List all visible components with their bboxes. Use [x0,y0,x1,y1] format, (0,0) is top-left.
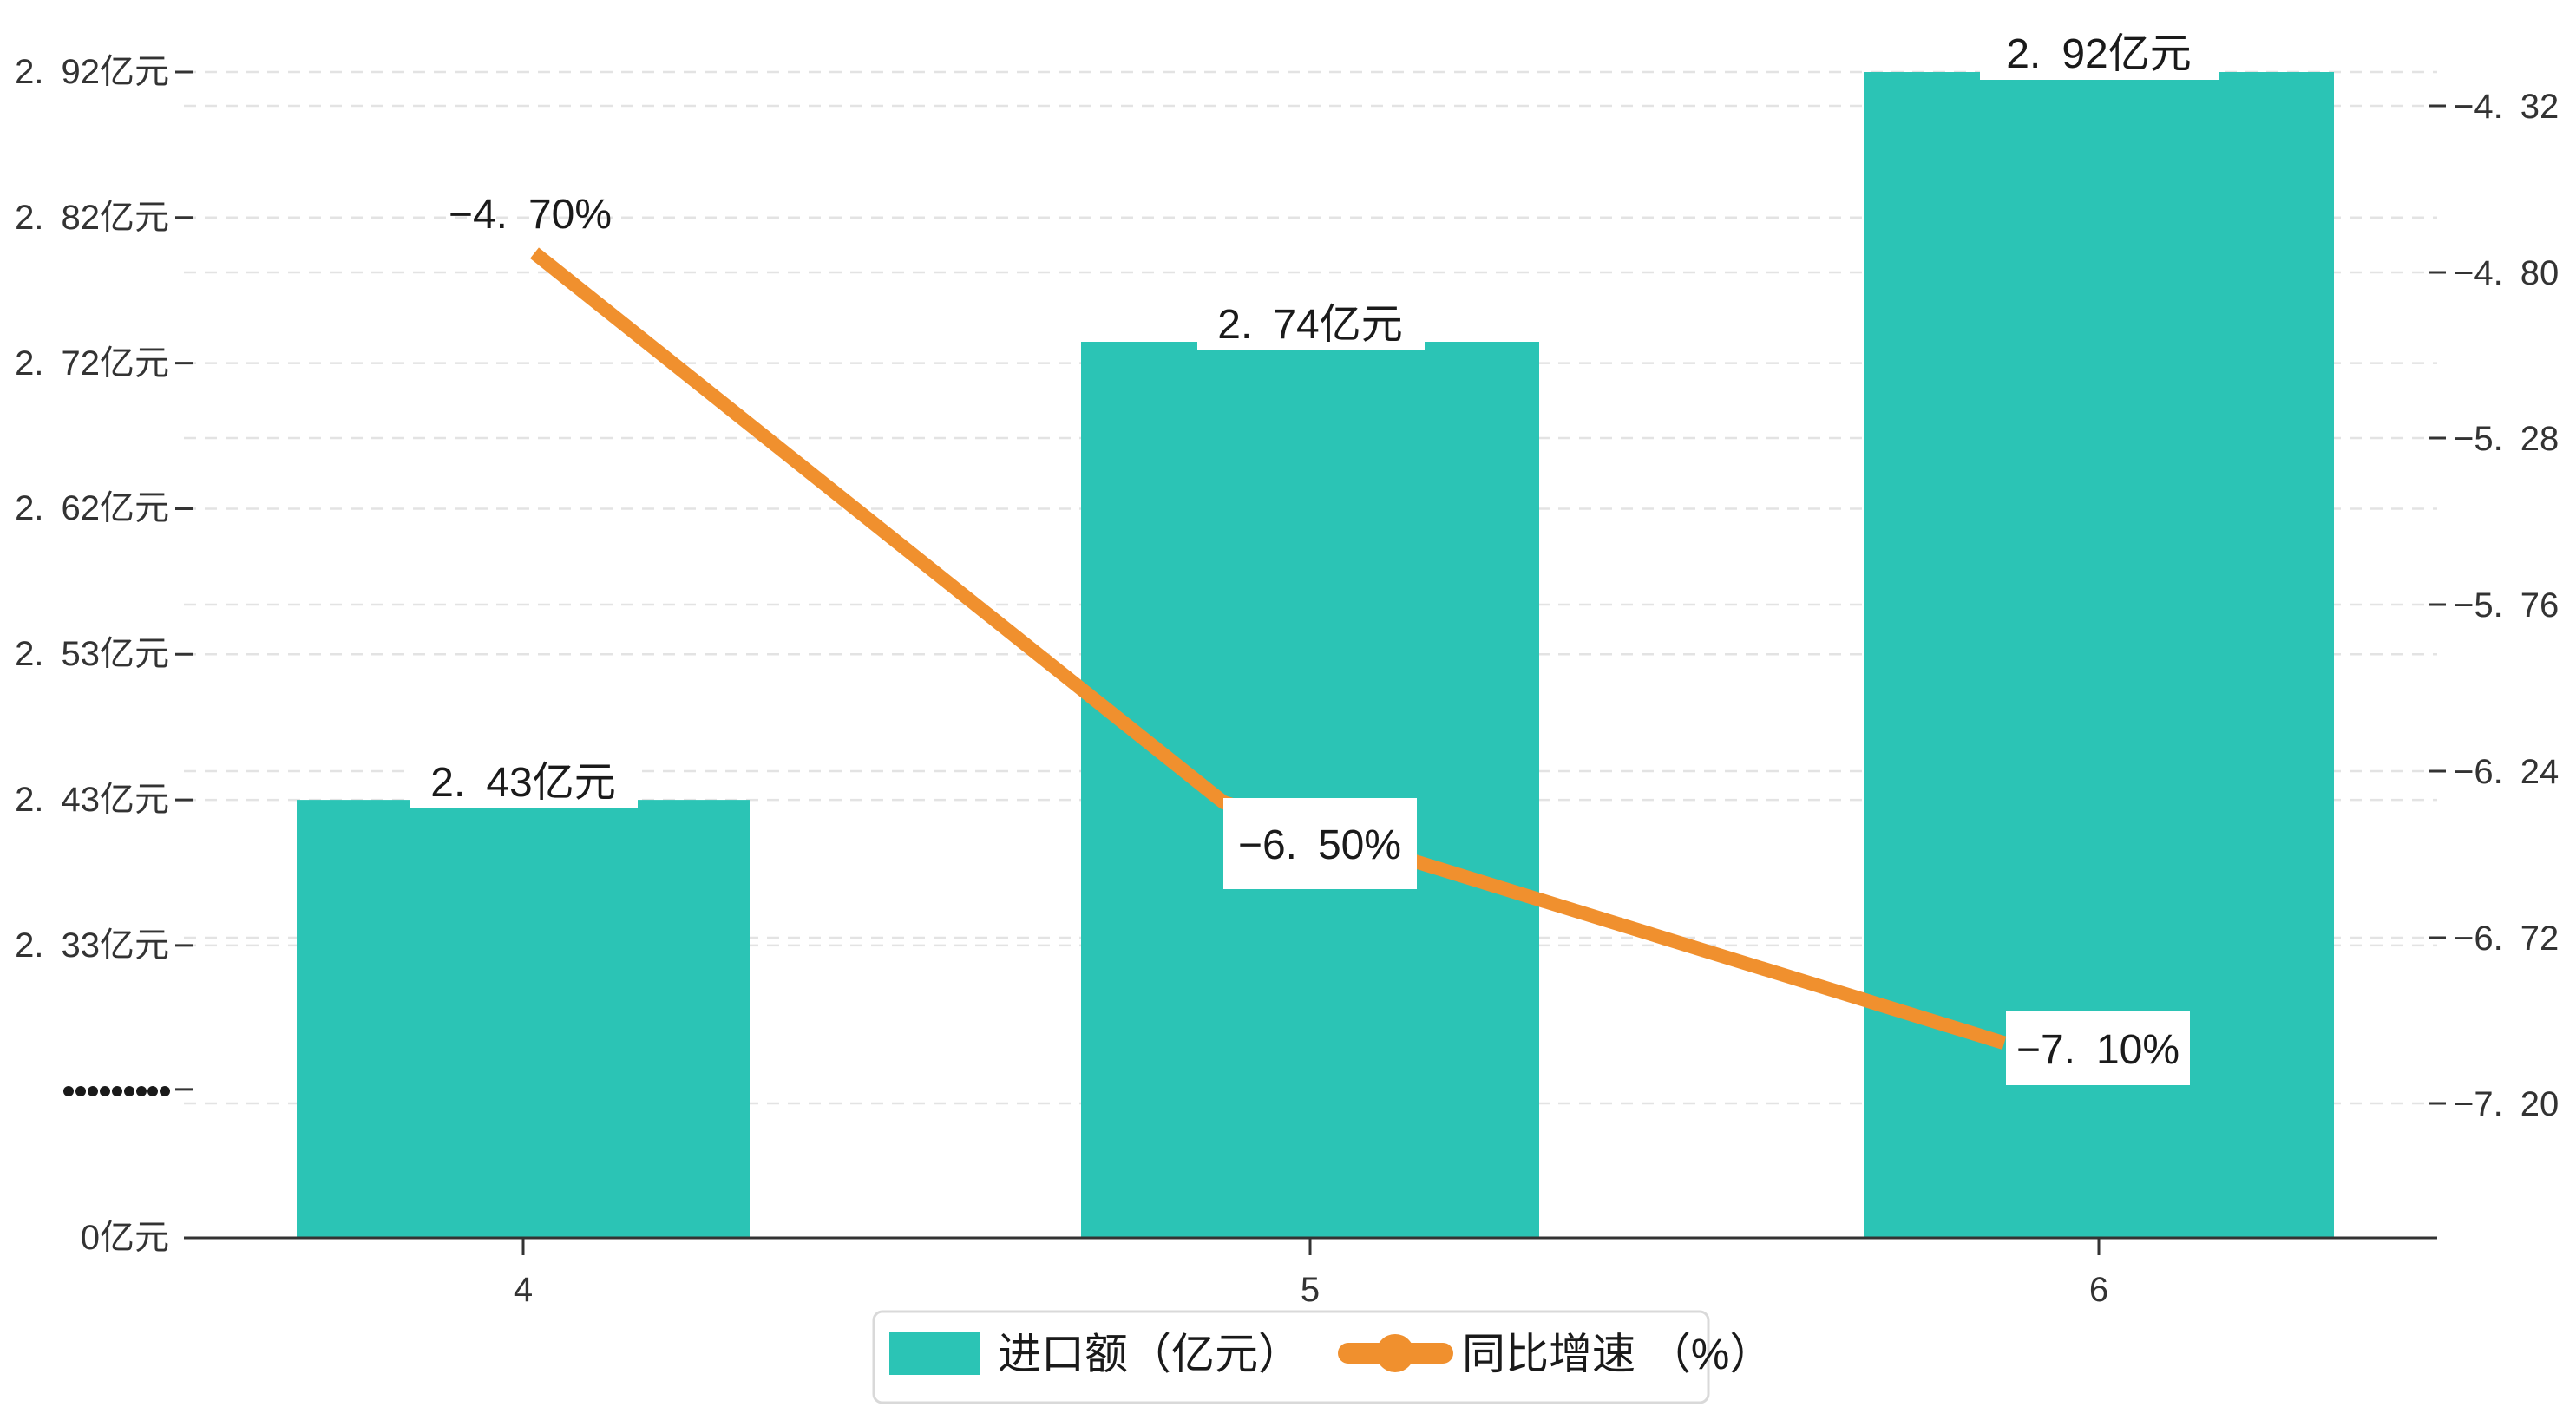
svg-text:5: 5 [1301,1271,1320,1309]
svg-text:2. 74亿元: 2. 74亿元 [1217,302,1402,348]
svg-text:−5. 76: −5. 76 [2454,586,2559,625]
svg-text:2. 72亿元: 2. 72亿元 [15,344,169,383]
svg-text:进口额（亿元）: 进口额（亿元） [998,1330,1301,1378]
svg-text:−6. 24: −6. 24 [2454,753,2559,791]
svg-text:2. 43亿元: 2. 43亿元 [430,760,615,806]
svg-text:2. 43亿元: 2. 43亿元 [15,781,169,819]
svg-text:6: 6 [2089,1271,2108,1309]
svg-text:−7. 10%: −7. 10% [2016,1027,2179,1073]
svg-text:−5. 28: −5. 28 [2454,420,2559,458]
svg-text:2. 92亿元: 2. 92亿元 [2006,31,2191,77]
svg-text:2. 62亿元: 2. 62亿元 [15,489,169,527]
svg-text:−6. 72: −6. 72 [2454,919,2559,958]
svg-text:−6. 50%: −6. 50% [1238,822,1401,868]
svg-text:同比增速 （%）: 同比增速 （%） [1462,1330,1773,1378]
svg-text:−4. 32: −4. 32 [2454,88,2559,126]
svg-text:−4. 80: −4. 80 [2454,254,2559,292]
svg-text:−7. 20: −7. 20 [2454,1085,2559,1123]
svg-text:2. 33亿元: 2. 33亿元 [15,926,169,965]
svg-text:−4. 70%: −4. 70% [449,192,612,238]
svg-text:0亿元: 0亿元 [81,1219,169,1257]
svg-text:4: 4 [514,1271,533,1309]
svg-text:2. 53亿元: 2. 53亿元 [15,635,169,673]
svg-text:2. 92亿元: 2. 92亿元 [15,53,169,91]
svg-text:2. 82亿元: 2. 82亿元 [15,199,169,237]
